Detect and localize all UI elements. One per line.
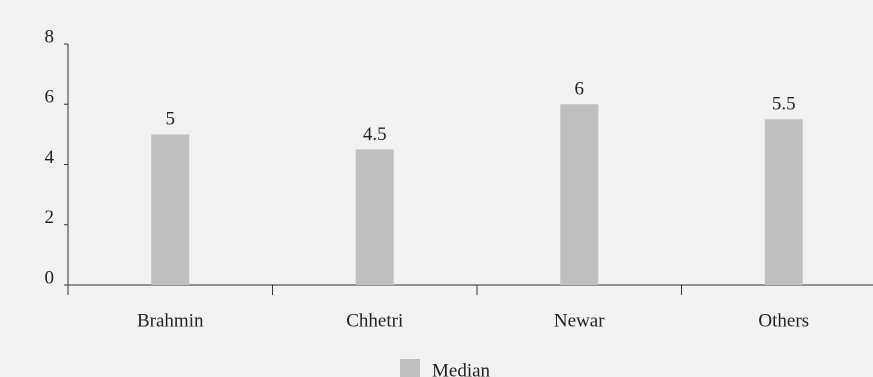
y-tick-label: 6: [45, 87, 55, 108]
y-tick-label: 4: [45, 147, 55, 168]
bar: [355, 149, 394, 285]
legend-label: Median: [432, 360, 491, 377]
value-label: 6: [575, 79, 585, 100]
bar: [151, 134, 190, 285]
x-tick-label: Chhetri: [346, 310, 403, 331]
bar: [764, 119, 803, 285]
x-tick-label: Newar: [554, 310, 605, 331]
value-label: 4.5: [363, 124, 387, 145]
y-tick-label: 0: [45, 267, 55, 288]
y-tick-label: 8: [45, 26, 55, 47]
x-tick-label: Others: [758, 310, 809, 331]
y-tick-label: 2: [45, 207, 55, 228]
x-tick-label: Brahmin: [137, 310, 204, 331]
bar: [560, 104, 599, 285]
value-label: 5: [166, 109, 176, 130]
value-label: 5.5: [772, 94, 796, 115]
legend-swatch: [400, 359, 420, 377]
